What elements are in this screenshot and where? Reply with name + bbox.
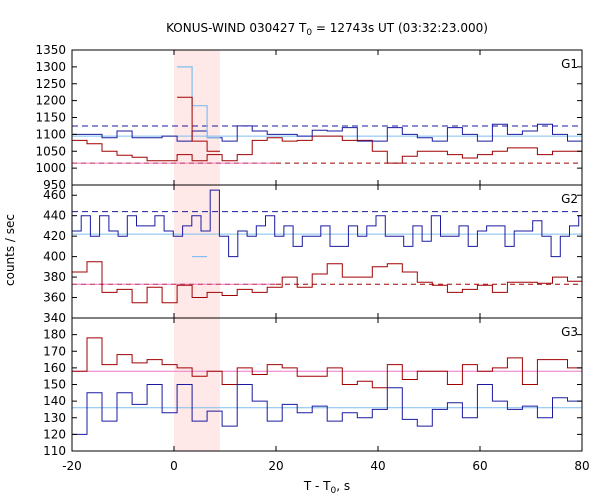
panel-1-ytick-label: 1250 <box>35 77 66 91</box>
panel-3-red-series <box>72 337 582 389</box>
panel-1-highlight-band <box>174 50 220 185</box>
panel-1-ytick-label: 950 <box>43 178 66 192</box>
panel-3-series-group <box>72 337 582 435</box>
panel-2-label: G2 <box>561 192 578 206</box>
panel-2-frame <box>71 184 583 319</box>
panel-3-blue-series <box>72 384 582 435</box>
panel-1-blue-series <box>72 123 582 142</box>
panel-1-ytick-label: 1100 <box>35 127 66 141</box>
panel-1-ytick-label: 1300 <box>35 60 66 74</box>
panel-3-ytick-label: 110 <box>43 444 66 458</box>
panel-2-ytick-label: 380 <box>43 270 66 284</box>
panel-1-ytick-label: 1000 <box>35 161 66 175</box>
panel-2-ytick-label: 340 <box>43 311 66 325</box>
series-layer <box>72 66 582 435</box>
panel-3-label: G3 <box>561 325 578 339</box>
panel-3-ytick-label: 170 <box>43 344 66 358</box>
panel-1-label: G1 <box>561 57 578 71</box>
x-axis-label: T - T0, s <box>303 479 350 496</box>
panel-1-burst-lightblue <box>177 66 220 139</box>
panel-2-ytick-label: 360 <box>43 291 66 305</box>
panel-3-ytick-label: 140 <box>43 394 66 408</box>
panel-1-burst-red <box>177 96 220 152</box>
panel-1-ytick-label: 1350 <box>35 43 66 57</box>
panel-1-frame <box>71 49 583 186</box>
x-tick-label: 20 <box>268 459 283 473</box>
chart-title: KONUS-WIND 030427 T0 = 12743s UT (03:32:… <box>166 21 488 38</box>
panel-2-ytick-label: 400 <box>43 250 66 264</box>
panel-3-ytick-label: 150 <box>43 378 66 392</box>
panel-3-ytick-label: 180 <box>43 328 66 342</box>
highlight-band-layer <box>174 50 220 451</box>
panel-1-ytick-label: 1150 <box>35 111 66 125</box>
y-axis-label: counts / sec <box>3 214 17 286</box>
panel-2-ytick-label: 440 <box>43 209 66 223</box>
panel-1-ytick-label: 1050 <box>35 144 66 158</box>
x-tick-label: 60 <box>472 459 487 473</box>
panel-3-ytick-label: 120 <box>43 427 66 441</box>
panel-1-ytick-label: 1200 <box>35 94 66 108</box>
panel-2-ytick-label: 420 <box>43 229 66 243</box>
panel-3-ytick-label: 130 <box>43 411 66 425</box>
frames-layer <box>71 49 583 452</box>
ticks-layer: 95010001050110011501200125013001350G1340… <box>35 43 589 473</box>
panel-3-ytick-label: 160 <box>43 361 66 375</box>
panel-2-ytick-label: 460 <box>43 188 66 202</box>
panel-2-blue-series <box>72 189 582 258</box>
x-tick-label: 0 <box>170 459 178 473</box>
x-tick-label: 40 <box>370 459 385 473</box>
panel-2-series-group <box>72 189 582 304</box>
panel-1-series-group <box>72 66 582 164</box>
x-tick-label: -20 <box>62 459 82 473</box>
panel-2-red-series <box>72 261 582 304</box>
x-tick-label: 80 <box>574 459 589 473</box>
panel-2-highlight-band <box>174 185 220 318</box>
panel-1-red-series <box>72 135 582 164</box>
